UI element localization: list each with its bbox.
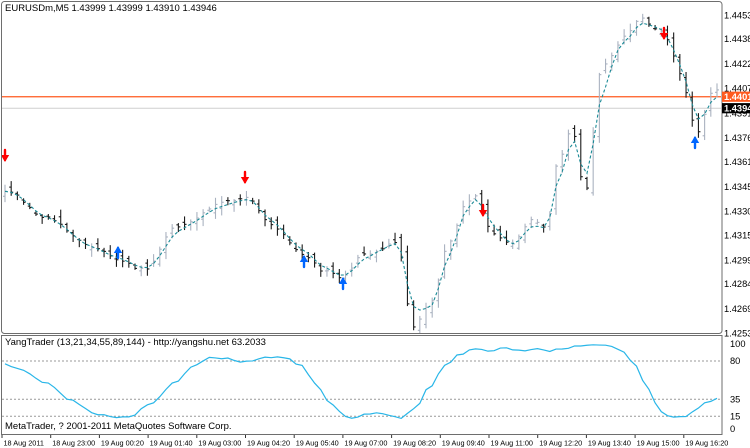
svg-text:80: 80 — [730, 356, 740, 366]
svg-text:19 Aug 16:20: 19 Aug 16:20 — [685, 439, 728, 448]
svg-text:MetaTrader, ? 2001-2011 MetaQu: MetaTrader, ? 2001-2011 MetaQuotes Softw… — [5, 421, 232, 432]
svg-text:1.44018: 1.44018 — [724, 92, 750, 102]
svg-text:1.44380: 1.44380 — [724, 34, 750, 44]
svg-text:19 Aug 03:00: 19 Aug 03:00 — [198, 439, 241, 448]
svg-text:1.43946: 1.43946 — [724, 104, 750, 114]
svg-text:1.42690: 1.42690 — [724, 304, 750, 314]
svg-text:1.43760: 1.43760 — [724, 133, 750, 143]
svg-text:19 Aug 12:20: 19 Aug 12:20 — [539, 439, 582, 448]
svg-text:19 Aug 01:40: 19 Aug 01:40 — [150, 439, 193, 448]
svg-text:1.43610: 1.43610 — [724, 157, 750, 167]
svg-text:18 Aug 2011: 18 Aug 2011 — [4, 439, 44, 448]
svg-text:19 Aug 05:40: 19 Aug 05:40 — [296, 439, 339, 448]
svg-text:1.42535: 1.42535 — [724, 329, 750, 339]
svg-text:19 Aug 11:00: 19 Aug 11:00 — [491, 439, 533, 448]
svg-text:19 Aug 15:00: 19 Aug 15:00 — [637, 439, 680, 448]
svg-text:19 Aug 00:20: 19 Aug 00:20 — [101, 439, 144, 448]
svg-text:1.43300: 1.43300 — [724, 207, 750, 217]
svg-text:35: 35 — [730, 394, 740, 404]
svg-text:1.44225: 1.44225 — [724, 59, 750, 69]
svg-text:YangTrader (13,21,34,55,89,144: YangTrader (13,21,34,55,89,144) - http:/… — [5, 337, 266, 348]
svg-text:1.44530: 1.44530 — [724, 10, 750, 20]
svg-text:100: 100 — [730, 339, 746, 349]
svg-text:19 Aug 07:00: 19 Aug 07:00 — [344, 439, 387, 448]
svg-text:1.42995: 1.42995 — [724, 255, 750, 265]
svg-text:1.43455: 1.43455 — [724, 182, 750, 192]
svg-text:EURUSDm,M5 1.43999 1.43999 1.: EURUSDm,M5 1.43999 1.43999 1.43910 1.439… — [5, 3, 217, 14]
svg-text:19 Aug 08:20: 19 Aug 08:20 — [393, 439, 436, 448]
svg-text:1.42845: 1.42845 — [724, 279, 750, 289]
svg-text:19 Aug 04:20: 19 Aug 04:20 — [247, 439, 290, 448]
svg-text:0: 0 — [730, 424, 735, 434]
svg-text:1.43150: 1.43150 — [724, 231, 750, 241]
svg-text:19 Aug 09:40: 19 Aug 09:40 — [442, 439, 485, 448]
svg-text:19 Aug 13:40: 19 Aug 13:40 — [588, 439, 631, 448]
svg-text:18 Aug 23:00: 18 Aug 23:00 — [52, 439, 95, 448]
svg-text:15: 15 — [730, 411, 740, 421]
